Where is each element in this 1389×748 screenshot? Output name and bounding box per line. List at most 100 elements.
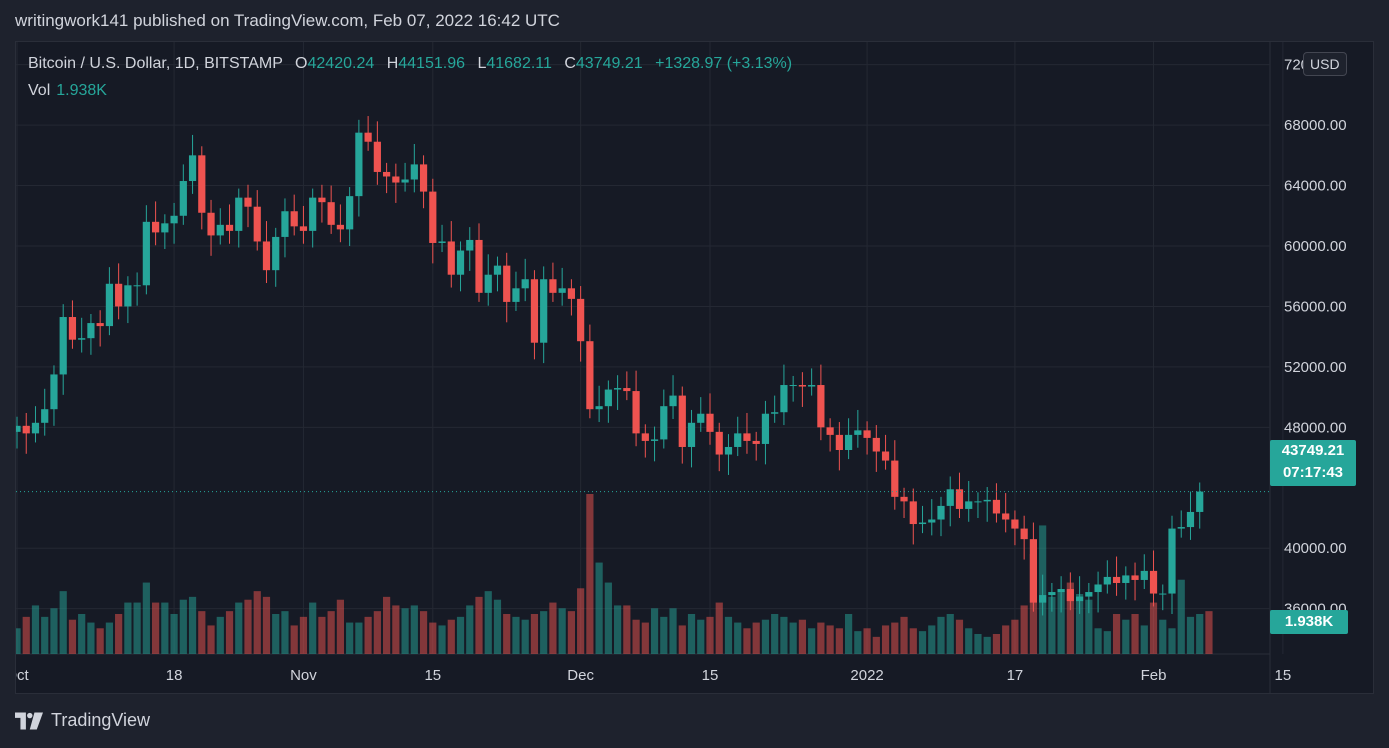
volume-bar [235, 602, 243, 654]
candle-body [641, 433, 649, 441]
volume-bar [216, 616, 224, 654]
volume-bar [429, 622, 437, 654]
candle-body [808, 385, 816, 387]
symbol-name[interactable]: Bitcoin / U.S. Dollar, 1D, BITSTAMP [28, 55, 283, 72]
volume-bar [1048, 596, 1056, 654]
candle-body [309, 197, 317, 231]
candle-body [928, 519, 936, 523]
candle-body [965, 501, 973, 509]
candle-body [521, 279, 529, 289]
candle-body [595, 406, 603, 410]
y-tick-label: 64000.00 [1284, 178, 1347, 195]
volume-bar [383, 596, 391, 654]
x-tick-label: 18 [166, 667, 183, 684]
candle-body [697, 413, 705, 423]
volume-bar [558, 608, 566, 654]
volume-bar [475, 596, 483, 654]
candle-body [1085, 592, 1093, 597]
high-label: H [386, 55, 399, 72]
x-tick-label: 15 [424, 667, 441, 684]
chart-area[interactable]: 72000.0068000.0064000.0060000.0056000.00… [15, 41, 1374, 694]
volume-bar [456, 616, 465, 654]
volume-bar [124, 602, 132, 654]
volume-bar [87, 622, 95, 654]
volume-bar [789, 622, 797, 654]
y-tick-label: 52000.00 [1284, 359, 1347, 376]
volume-bar [1122, 619, 1130, 654]
volume-bar [16, 628, 21, 654]
candle-body [50, 374, 58, 410]
candle-body [207, 212, 215, 236]
candle-body [484, 274, 492, 293]
candle-body [826, 427, 834, 435]
volume-bar [225, 611, 234, 654]
volume-bar [734, 622, 742, 654]
volume-bar [909, 628, 917, 654]
candle-body [854, 430, 862, 435]
volume-bar [835, 628, 843, 654]
candle-body [244, 197, 252, 207]
candle-body [392, 176, 400, 183]
candle-body [410, 164, 418, 180]
candle-body [1140, 570, 1148, 580]
volume-bar [928, 625, 936, 654]
candle-body [87, 323, 95, 339]
candle-body [401, 179, 409, 183]
volume-bar [521, 619, 529, 654]
candle-body [447, 241, 455, 275]
candle-body [761, 413, 770, 444]
volume-bar [392, 605, 400, 654]
volume-bar [955, 619, 964, 654]
volume-bar [281, 611, 289, 654]
volume-label[interactable]: Vol [28, 82, 51, 99]
volume-bar [447, 619, 455, 654]
volume-bar [170, 614, 178, 654]
volume-bar [891, 622, 899, 654]
volume-bar [188, 596, 197, 654]
volume-bar [115, 614, 123, 654]
candle-body [142, 221, 150, 286]
volume-bar [743, 628, 751, 654]
currency-button[interactable]: USD [1303, 52, 1347, 76]
published-line: writingwork141 published on TradingView.… [15, 11, 560, 30]
y-tick-label: 48000.00 [1284, 419, 1347, 436]
candle-body [475, 239, 483, 293]
close-label: C [564, 55, 576, 72]
candle-body [105, 283, 113, 327]
volume-bar [1196, 614, 1204, 654]
volume-bar [438, 625, 446, 654]
low-label: L [477, 55, 487, 72]
volume-bar [1002, 625, 1010, 654]
candle-body [1168, 528, 1176, 594]
candle-body [1048, 592, 1056, 596]
last-price-value: 43749.21 [1281, 442, 1345, 459]
candle-body [918, 522, 927, 525]
candle-body [669, 395, 677, 407]
volume-bar [96, 628, 104, 654]
candle-body [512, 288, 520, 302]
volume-bar [309, 602, 317, 654]
volume-bar [327, 611, 335, 654]
volume-bar [706, 616, 714, 654]
candle-body [1011, 519, 1019, 529]
volume-bar [179, 599, 187, 654]
volume-bar [623, 605, 631, 654]
candle-body [909, 501, 917, 525]
chart-canvas[interactable]: 72000.0068000.0064000.0060000.0056000.00… [16, 42, 1374, 694]
candle-body [955, 489, 964, 509]
volume-bar [937, 616, 945, 654]
candle-body [687, 422, 696, 447]
candle-body [771, 412, 779, 414]
candle-body [373, 141, 381, 172]
volume-bar [22, 616, 30, 654]
candle-body [540, 279, 548, 343]
volume-bar [724, 616, 733, 654]
volume-bar [105, 622, 113, 654]
candle-body [299, 226, 308, 231]
volume-bar [1103, 631, 1111, 654]
footer-brand[interactable]: TradingView [15, 710, 150, 731]
candle-body [170, 215, 178, 224]
candle-body [22, 425, 30, 434]
volume-bar [540, 611, 548, 654]
candle-body [798, 385, 806, 387]
